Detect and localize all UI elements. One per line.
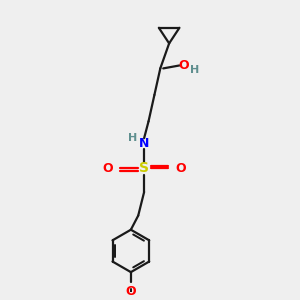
Text: O: O: [126, 285, 136, 298]
Text: O: O: [178, 59, 189, 72]
Text: S: S: [139, 161, 149, 176]
Text: H: H: [128, 133, 137, 142]
Text: N: N: [139, 137, 149, 150]
Text: O: O: [175, 162, 186, 175]
Text: H: H: [190, 65, 199, 75]
Text: O: O: [103, 162, 113, 175]
